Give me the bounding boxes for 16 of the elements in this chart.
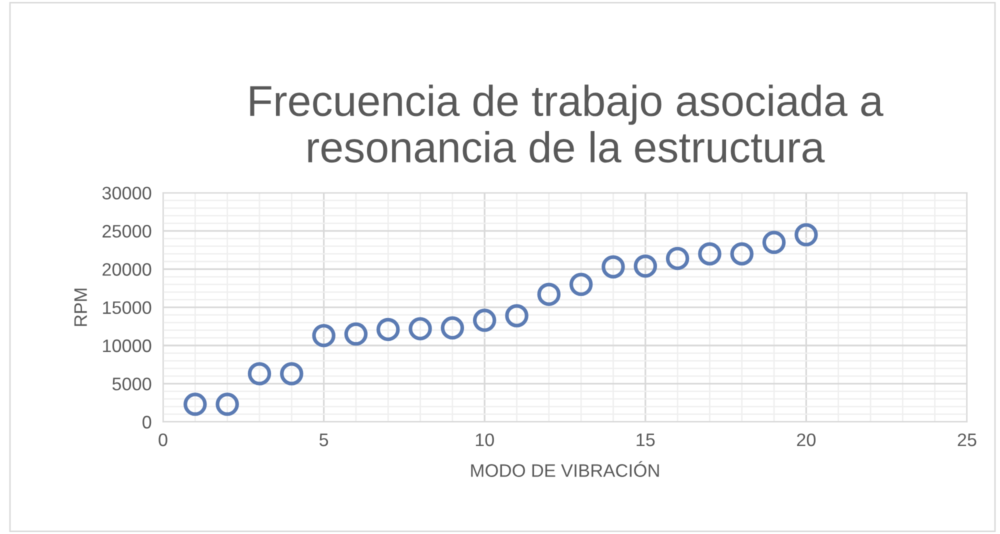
x-tick-label: 0 [158, 433, 168, 446]
y-axis-title: RPM [74, 288, 87, 326]
x-tick-label: 10 [476, 433, 494, 446]
y-tick-label: 10000 [103, 339, 152, 352]
y-tick-label: 5000 [112, 378, 152, 390]
y-tick-label: 15000 [103, 301, 152, 314]
x-tick-label: 5 [320, 434, 328, 446]
chart-title: Frecuencia de trabajo asociada a resonancia de la estructura [250, 84, 884, 163]
x-tick-label: 15 [636, 434, 655, 446]
y-tick-label: 25000 [102, 224, 152, 238]
y-tick-label: 0 [142, 416, 152, 429]
x-tick-label: 20 [797, 433, 816, 446]
x-tick-label: 25 [958, 433, 976, 446]
y-tick-label: 20000 [102, 263, 152, 276]
y-tick-label: 30000 [102, 186, 152, 200]
x-axis-title: MODO DE VIBRACIÓN [471, 461, 659, 477]
